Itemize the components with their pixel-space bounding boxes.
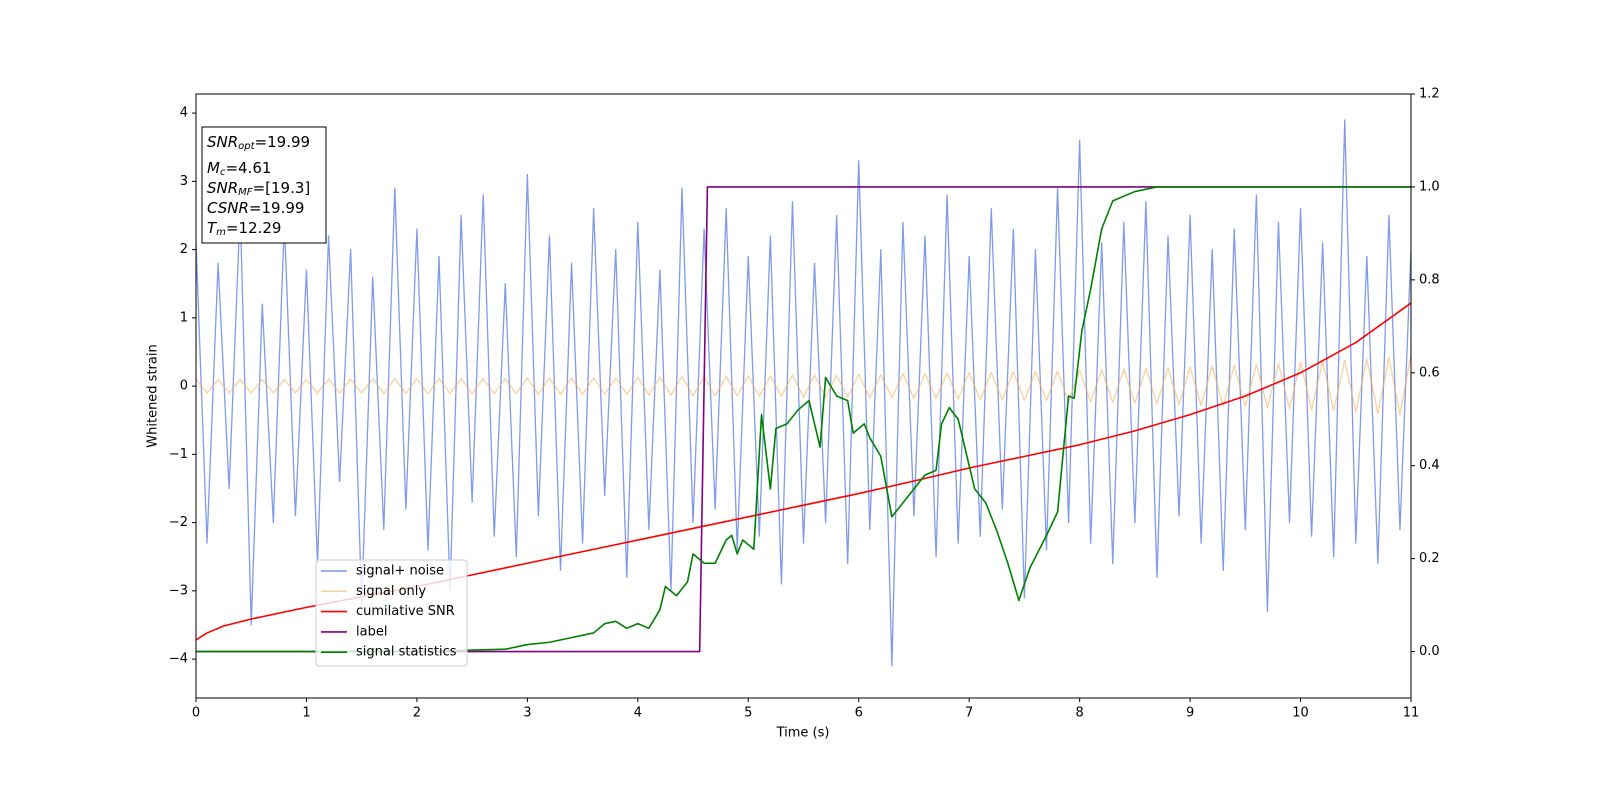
- y2-tick-label: 1.2: [1419, 87, 1440, 102]
- series-line: [196, 186, 1411, 653]
- y2-tick-label: 0.4: [1419, 458, 1440, 473]
- x-tick-label: 0: [192, 706, 200, 721]
- annotation-subscript: c: [220, 167, 226, 178]
- annotation: Tm=12.29: [207, 219, 281, 239]
- x-tick-label: 5: [744, 706, 752, 721]
- annotation-value: =12.29: [226, 219, 282, 237]
- legend-label: label: [356, 624, 387, 639]
- legend-label: signal statistics: [356, 645, 457, 660]
- legend-label: cumilative SNR: [356, 604, 455, 619]
- x-tick-label: 7: [965, 706, 973, 721]
- annotation-value: =[19.3]: [253, 179, 311, 197]
- y-tick-label: 1: [180, 310, 188, 325]
- y-axis-label: Whitened strain: [146, 344, 161, 447]
- x-tick-label: 11: [1403, 706, 1420, 721]
- y-tick-label: 3: [180, 174, 188, 189]
- annotation-subscript: m: [216, 227, 226, 238]
- x-tick-label: 2: [413, 706, 421, 721]
- series-line: [196, 302, 1411, 641]
- y-tick-label: −3: [169, 583, 188, 598]
- x-axis-label: Time (s): [776, 726, 830, 741]
- series-line: [196, 354, 1411, 416]
- x-tick-label: 4: [634, 706, 642, 721]
- x-tick-label: 9: [1186, 706, 1194, 721]
- x-tick-label: 10: [1292, 706, 1309, 721]
- annotation-name: CSNR: [207, 199, 249, 217]
- annotation-name: SNR: [207, 133, 238, 151]
- x-tick-label: 1: [302, 706, 310, 721]
- plot-frame: [195, 93, 1412, 699]
- annotation-value: =19.99: [249, 199, 305, 217]
- series-line: [196, 119, 1411, 667]
- legend: [315, 559, 468, 667]
- y-tick-label: −4: [169, 652, 188, 667]
- y2-tick-label: 0.8: [1419, 272, 1440, 287]
- y-tick-label: 4: [180, 106, 188, 121]
- annotation-name: SNR: [207, 179, 238, 197]
- annotation-box: [201, 126, 327, 244]
- legend-label: signal only: [356, 584, 426, 599]
- annotation-value: =4.61: [225, 159, 271, 177]
- y2-tick-label: 0.0: [1419, 644, 1440, 659]
- x-tick-label: 8: [1075, 706, 1083, 721]
- annotation-name: T: [207, 219, 218, 237]
- annotation-subscript: opt: [238, 141, 255, 152]
- y-tick-label: −1: [169, 447, 188, 462]
- annotation: Mc=4.61: [207, 159, 271, 179]
- legend-label: signal+ noise: [356, 564, 444, 579]
- x-tick-label: 6: [855, 706, 863, 721]
- y2-tick-label: 1.0: [1419, 179, 1440, 194]
- annotation: CSNR=19.99: [207, 199, 304, 217]
- annotation-value: =19.99: [255, 133, 311, 151]
- y2-tick-label: 0.2: [1419, 551, 1440, 566]
- y2-tick-label: 0.6: [1419, 365, 1440, 380]
- annotation-subscript: MF: [238, 187, 253, 198]
- x-tick-label: 3: [523, 706, 531, 721]
- y-tick-label: −2: [169, 515, 188, 530]
- annotation: SNRMF=[19.3]: [207, 179, 310, 199]
- y-tick-label: 0: [180, 379, 188, 394]
- annotation: SNRopt=19.99: [207, 133, 310, 153]
- y-tick-label: 2: [180, 242, 188, 257]
- annotation-name: M: [207, 159, 220, 177]
